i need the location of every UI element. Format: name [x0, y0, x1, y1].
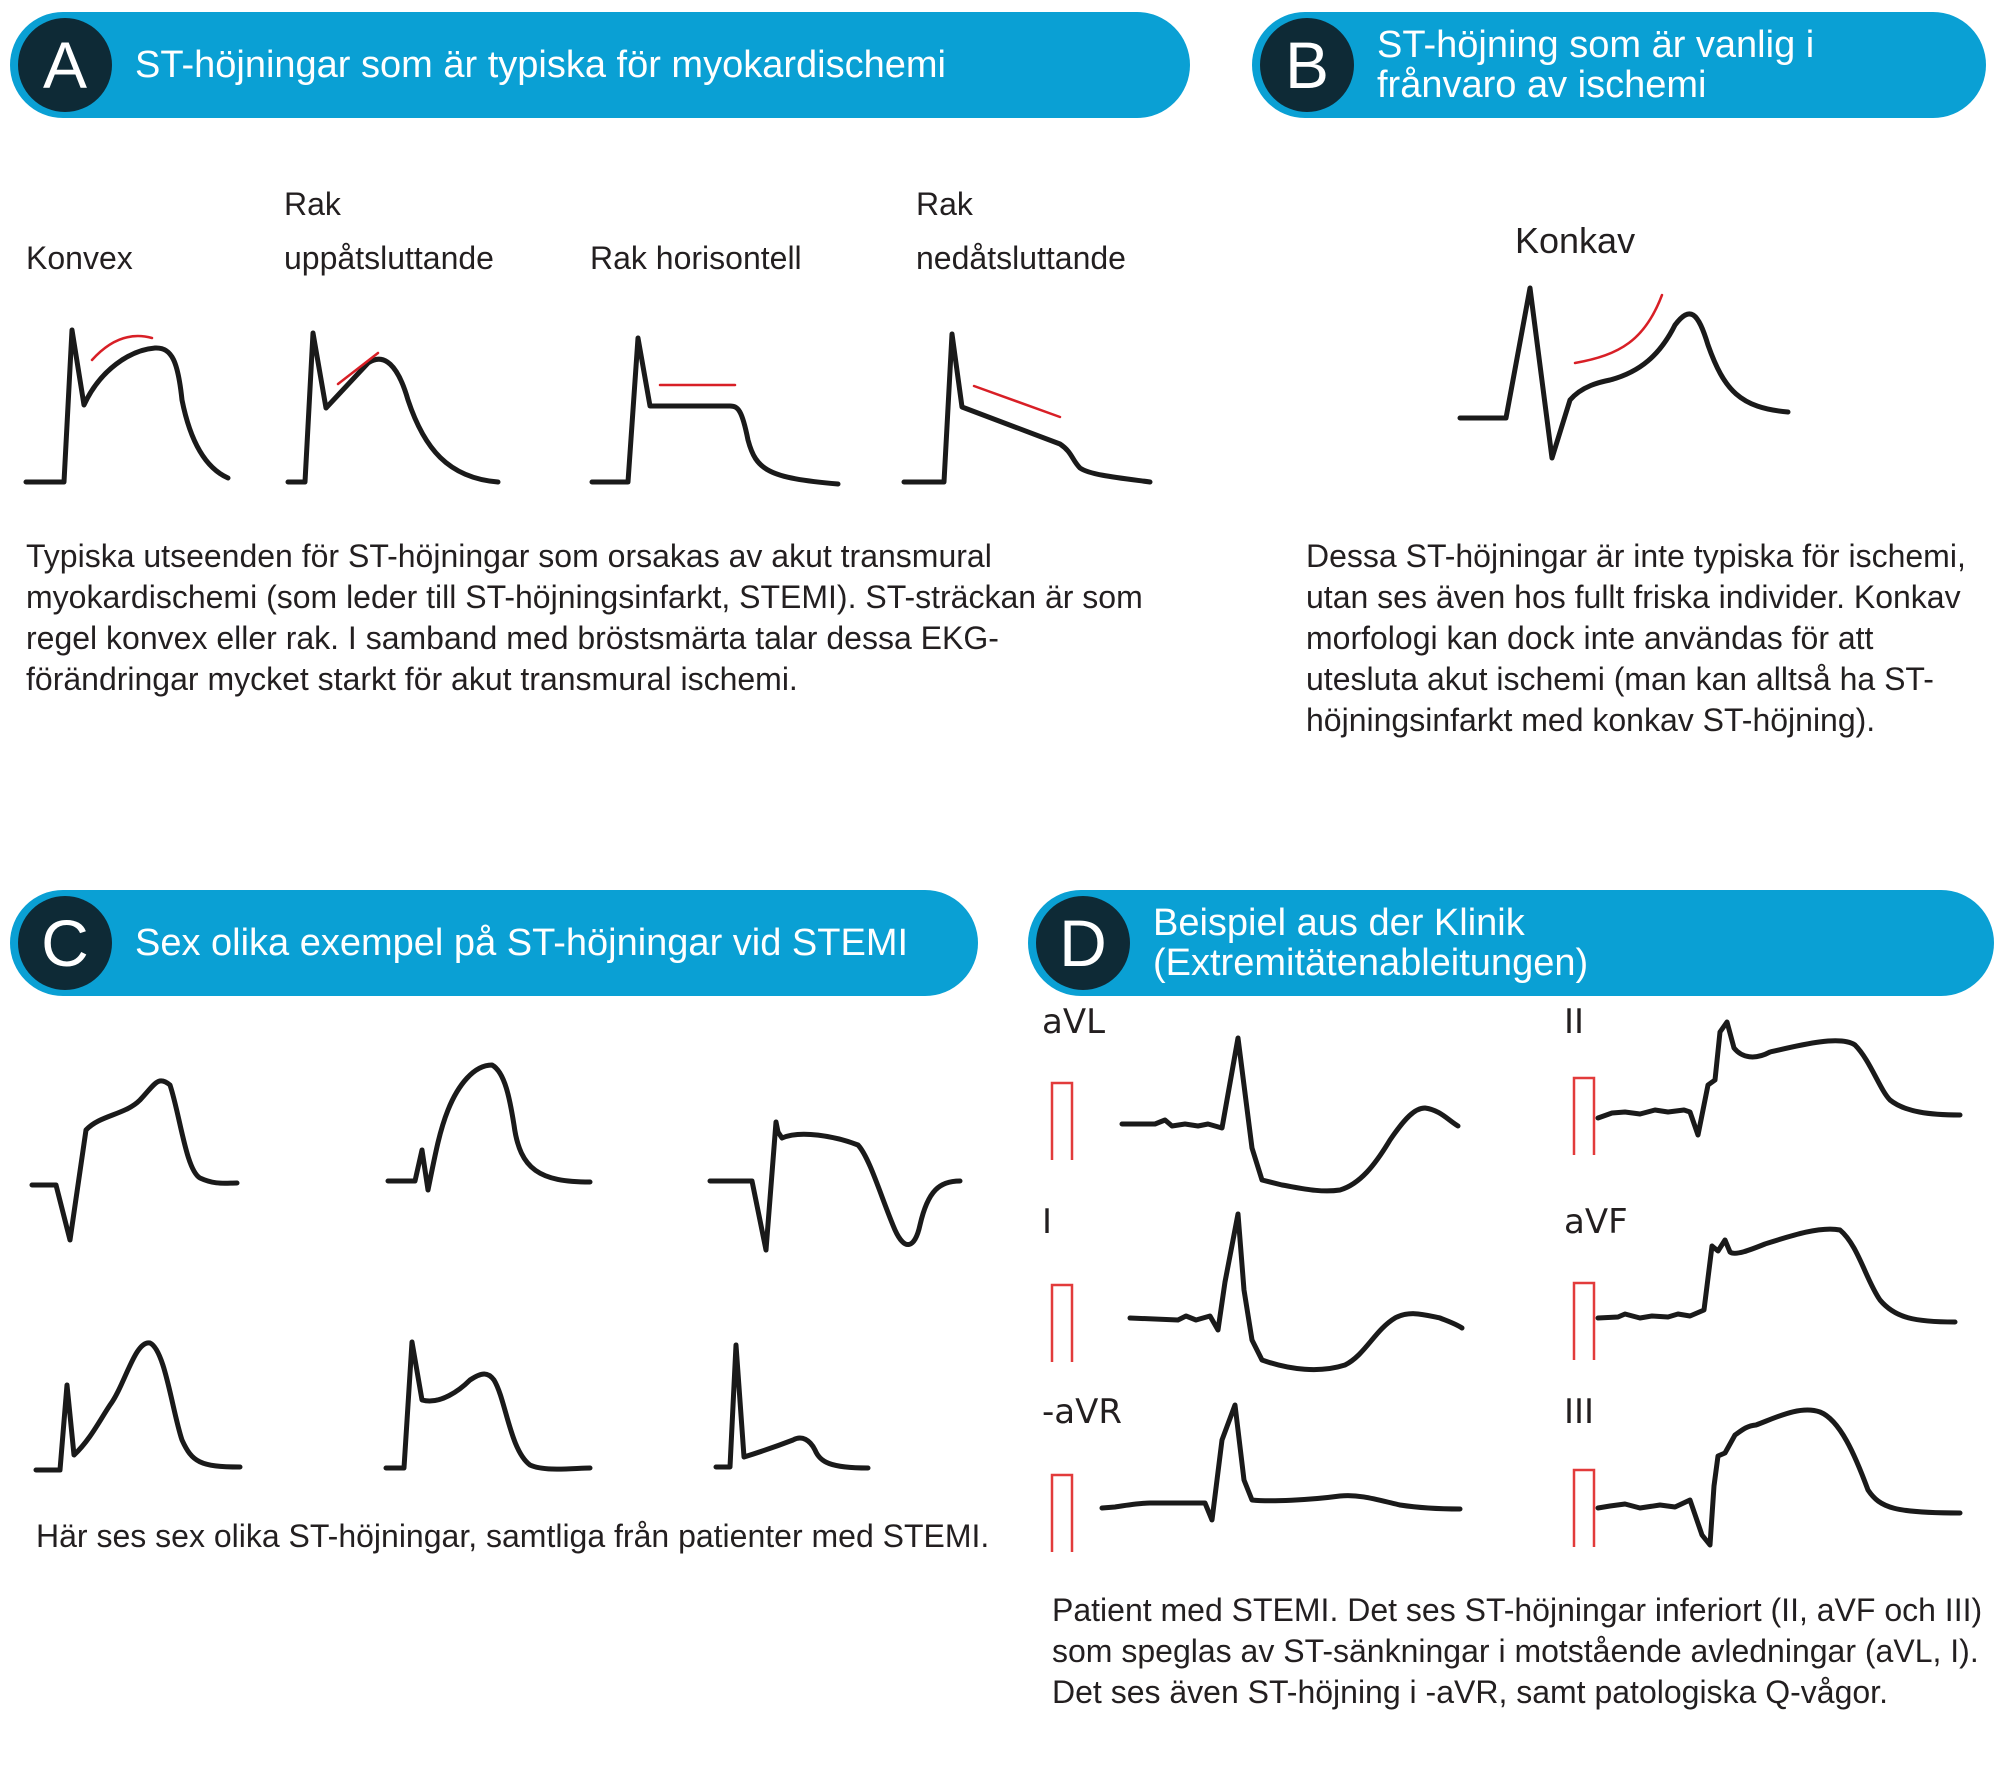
calibration-pulse-iii — [1572, 1468, 1596, 1547]
panel-a-title: ST-höjningar som är typiska för myokardi… — [135, 44, 946, 86]
banner-b: B ST-höjning som är vanlig i frånvaro av… — [1252, 12, 1986, 118]
waveform-c-1 — [29, 1078, 240, 1243]
waveform-d-i — [1127, 1211, 1465, 1373]
lead-label-i: I — [1042, 1202, 1053, 1242]
label-rak-nedatsluttande: Rak nedåtsluttande — [916, 186, 1126, 276]
waveform-d-avl — [1119, 1035, 1461, 1194]
waveform-a-rak-uppatsluttande — [285, 330, 501, 485]
lead-label-minus-avr: -aVR — [1042, 1392, 1122, 1432]
lead-label-avl: aVL — [1042, 1002, 1106, 1042]
calibration-pulse-avl — [1050, 1081, 1074, 1160]
panel-d-title: Beispiel aus der Klinik (Extremitätenabl… — [1153, 902, 1589, 984]
label-rak-uppatsluttande: Rak uppåtsluttande — [284, 186, 494, 276]
waveform-b-konkav — [1457, 285, 1791, 461]
st-line-a-rak-nedatsluttande — [972, 384, 1062, 419]
badge-c: C — [18, 896, 112, 990]
waveform-c-6 — [713, 1342, 871, 1471]
panel-d-description: Patient med STEMI. Det ses ST-höjningar … — [1052, 1592, 1983, 1710]
waveform-d-minus-avr — [1099, 1402, 1463, 1523]
calibration-pulse-avf — [1572, 1281, 1596, 1360]
waveform-d-ii — [1595, 1019, 1963, 1138]
calibration-pulse-ii — [1572, 1076, 1596, 1155]
panel-b-title: ST-höjning som är vanlig i frånvaro av i… — [1377, 24, 1815, 106]
badge-a: A — [18, 18, 112, 112]
panel-b-description: Dessa ST-höjningar är inte typiska för i… — [1306, 538, 1966, 738]
waveform-c-2 — [385, 1062, 593, 1193]
waveform-c-4 — [33, 1340, 243, 1473]
label-konvex: Konvex — [26, 240, 133, 276]
label-konkav: Konkav — [1515, 220, 1636, 261]
waveform-c-3 — [707, 1119, 963, 1253]
st-line-a-rak-uppatsluttande — [336, 351, 380, 386]
lead-label-ii: II — [1564, 1002, 1585, 1042]
waveform-a-rak-horisontell — [589, 335, 841, 487]
panel-a-description: Typiska utseenden för ST-höjningar som o… — [26, 538, 1143, 697]
label-rak-horisontell: Rak horisontell — [590, 240, 802, 276]
st-line-b-konkav — [1573, 293, 1664, 365]
waveform-d-iii — [1595, 1407, 1963, 1548]
badge-b: B — [1260, 18, 1354, 112]
banner-c: C Sex olika exempel på ST-höjningar vid … — [10, 890, 978, 996]
panel-c-description: Här ses sex olika ST-höjningar, samtliga… — [36, 1518, 990, 1554]
lead-label-avf: aVF — [1564, 1202, 1628, 1242]
waveform-a-konvex — [23, 327, 231, 485]
st-line-a-konvex — [90, 334, 154, 362]
waveform-a-rak-nedatsluttande — [901, 331, 1153, 485]
waveform-d-avf — [1595, 1226, 1958, 1325]
calibration-pulse-minus-avr — [1050, 1473, 1074, 1552]
banner-a: A ST-höjningar som är typiska för myokar… — [10, 12, 1190, 118]
banner-d: D Beispiel aus der Klinik (Extremitätena… — [1028, 890, 1994, 996]
panel-c-title: Sex olika exempel på ST-höjningar vid ST… — [135, 922, 909, 964]
waveform-c-5 — [383, 1339, 593, 1472]
calibration-pulse-i — [1050, 1283, 1074, 1362]
badge-d: D — [1036, 896, 1130, 990]
lead-label-iii: III — [1564, 1392, 1595, 1432]
